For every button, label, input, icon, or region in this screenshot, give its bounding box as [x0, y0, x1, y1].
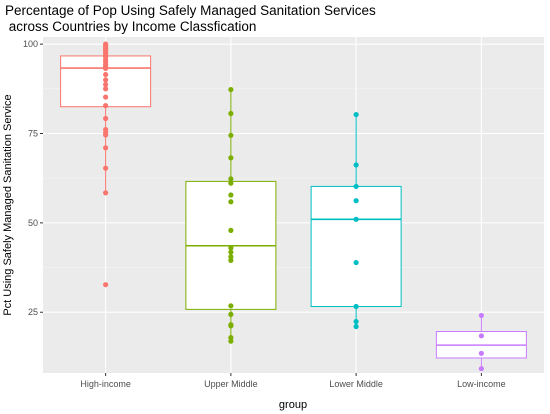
- data-point: [103, 282, 109, 288]
- axes: 25 50 75 100 High-income Upper Middle Lower Mi…: [23, 39, 506, 389]
- data-point: [228, 155, 234, 161]
- data-point: [103, 71, 109, 78]
- chart-title-line-2: across Countries by Income Classfication: [5, 19, 256, 34]
- data-point: [103, 94, 109, 100]
- data-point: [103, 115, 109, 122]
- data-point: [353, 183, 359, 190]
- data-point: [228, 110, 234, 117]
- x-axis-title: group: [279, 399, 307, 411]
- data-point: [478, 366, 484, 372]
- data-point: [228, 176, 234, 182]
- data-point: [228, 311, 234, 317]
- data-point: [103, 190, 109, 196]
- data-point: [228, 180, 234, 186]
- data-point: [353, 162, 359, 168]
- data-point: [103, 77, 109, 83]
- data-point: [228, 254, 234, 260]
- x-tick-label: Upper Middle: [204, 379, 258, 389]
- data-point: [228, 245, 234, 251]
- data-point: [228, 303, 234, 309]
- data-point: [228, 227, 234, 233]
- data-point: [478, 333, 484, 339]
- data-point: [103, 145, 109, 151]
- data-point: [228, 192, 234, 198]
- data-point: [478, 350, 484, 356]
- data-point: [478, 312, 484, 319]
- data-point: [228, 132, 234, 138]
- y-tick-label: 25: [28, 307, 38, 317]
- data-point: [228, 338, 234, 344]
- y-tick-label: 50: [28, 218, 38, 228]
- chart-title-line-1: Percentage of Pop Using Safely Managed S…: [5, 3, 376, 18]
- data-point: [103, 65, 109, 72]
- data-point: [103, 132, 109, 138]
- x-tick-label: High-income: [80, 379, 131, 389]
- x-tick-label: Low-income: [457, 379, 506, 389]
- data-point: [353, 111, 359, 118]
- y-tick-label: 100: [23, 39, 38, 49]
- x-tick-label: Lower Middle: [329, 379, 383, 389]
- data-point: [103, 103, 109, 109]
- data-point: [228, 199, 234, 205]
- y-tick-label: 75: [28, 129, 38, 139]
- data-point: [228, 323, 234, 329]
- box-body: [310, 185, 402, 308]
- data-point: [228, 86, 234, 93]
- data-points: [103, 41, 484, 372]
- data-point: [353, 323, 359, 330]
- data-point: [353, 318, 359, 325]
- data-point: [103, 165, 109, 171]
- data-point: [103, 81, 109, 88]
- data-point: [353, 198, 359, 204]
- y-axis-title: Pct Using Safely Managed Sanitation Serv…: [2, 94, 14, 315]
- data-point: [353, 216, 359, 222]
- data-point: [103, 86, 109, 92]
- data-point: [228, 257, 234, 264]
- data-point: [228, 249, 234, 255]
- data-point: [353, 303, 359, 310]
- data-point: [228, 335, 234, 341]
- data-point: [353, 259, 359, 266]
